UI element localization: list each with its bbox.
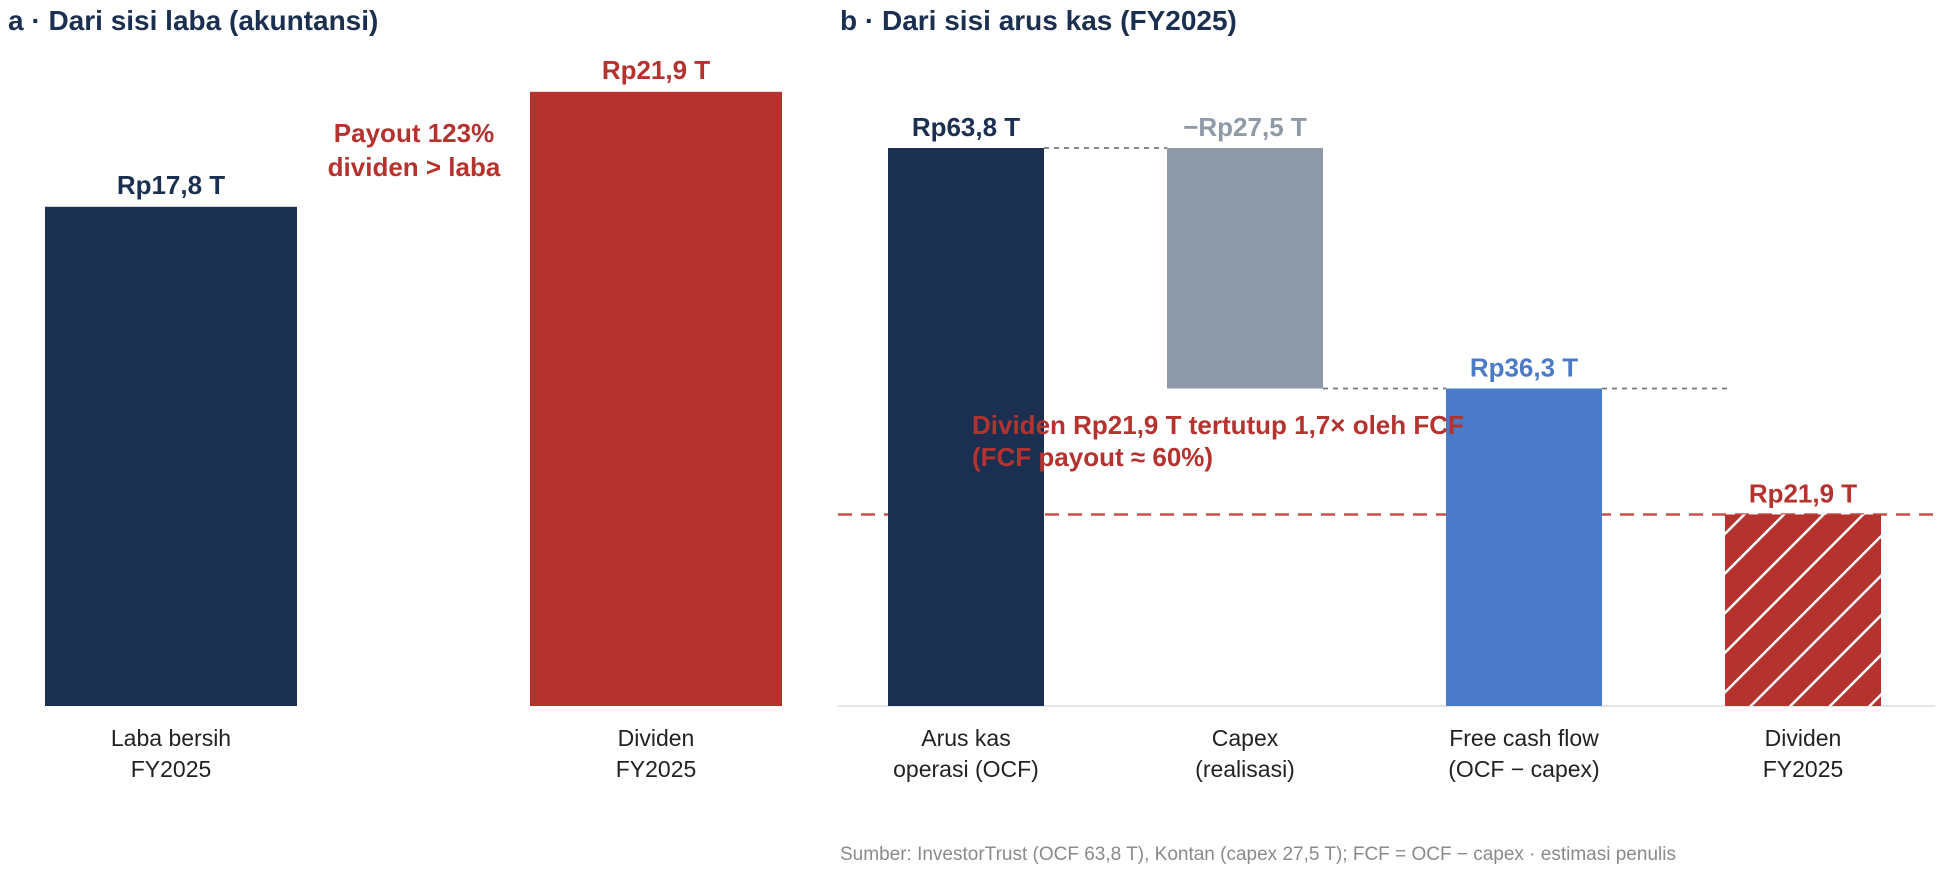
panel-b-value-label-4: Rp21,9 T [1749,478,1857,508]
panel-a-annotation-line2: dividen > laba [328,152,501,182]
source-note: Sumber: InvestorTrust (OCF 63,8 T), Kont… [840,844,1676,865]
panel-b-tick-label-2-line1: Capex [1212,725,1279,751]
panel-b: b · Dari sisi arus kas (FY2025) Rp63,8 T… [838,5,1935,782]
panel-b-tick-label-1-line1: Arus kas [921,725,1010,751]
panel-b-value-label-1: Rp63,8 T [912,112,1020,142]
panel-b-annotation-line1: Dividen Rp21,9 T tertutup 1,7× oleh FCF [972,410,1464,440]
panel-a-tick-label-2-line1: Dividen [618,725,695,751]
panel-b-bar-1 [888,148,1044,706]
panel-b-bar-4 [1725,514,1881,706]
panel-b-tick-label-3-line2: (OCF − capex) [1448,756,1599,782]
panel-a-title: a · Dari sisi laba (akuntansi) [8,5,378,36]
panel-b-tick-label-4-line2: FY2025 [1763,756,1844,782]
panel-b-tick-label-2-line2: (realisasi) [1195,756,1295,782]
panel-a-value-label-2: Rp21,9 T [602,55,710,85]
panel-b-title: b · Dari sisi arus kas (FY2025) [840,5,1237,36]
panel-a-tick-label-1-line2: FY2025 [131,756,212,782]
panel-a-annotation-line1: Payout 123% [334,118,494,148]
panel-b-value-label-3: Rp36,3 T [1470,353,1578,383]
panel-b-value-label-2: −Rp27,5 T [1183,112,1307,142]
panel-b-tick-label-1-line2: operasi (OCF) [893,756,1039,782]
panel-a-tick-label-1-line1: Laba bersih [111,725,231,751]
panel-b-bar-3 [1446,388,1602,706]
panel-a: a · Dari sisi laba (akuntansi) Rp17,8 T L… [8,5,782,782]
panel-b-bar-2 [1167,148,1323,389]
panel-a-bar-2 [530,91,782,706]
panel-b-tick-label-3-line1: Free cash flow [1449,725,1599,751]
panel-a-tick-label-2-line2: FY2025 [616,756,697,782]
panel-a-value-label-1: Rp17,8 T [117,170,225,200]
panel-b-tick-label-4-line1: Dividen [1765,725,1842,751]
panel-b-annotation-line2: (FCF payout ≈ 60%) [972,442,1213,472]
panel-a-bar-1 [45,206,297,707]
